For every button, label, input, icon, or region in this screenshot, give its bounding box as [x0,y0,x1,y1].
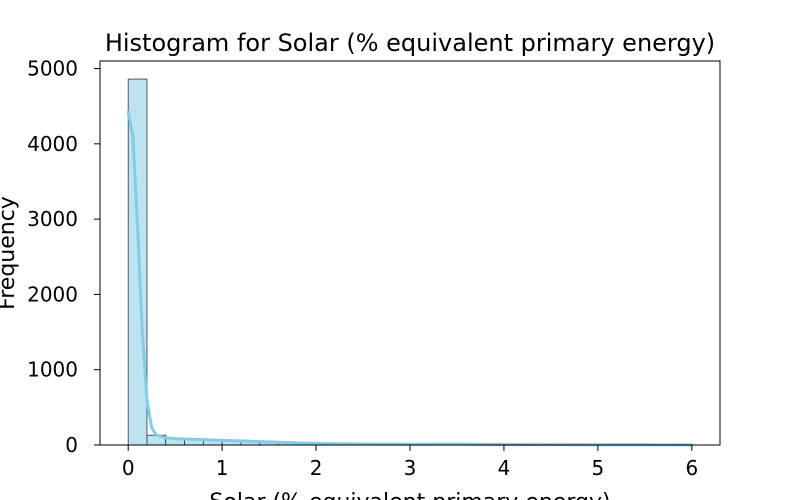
y-tick-label: 0 [65,433,78,457]
x-tick-label: 6 [685,456,698,480]
x-axis-label: Solar (% equivalent primary energy) [209,490,610,500]
y-tick-label: 1000 [27,358,78,382]
x-tick-label: 5 [592,456,605,480]
y-tick-label: 2000 [27,282,78,306]
y-tick-label: 5000 [27,57,78,81]
chart-title: Histogram for Solar (% equivalent primar… [105,29,715,57]
ticks-layer: 0 1 2 3 4 5 6 0 1000 2000 3000 4000 5000 [27,57,698,480]
x-tick-label: 0 [122,456,135,480]
kde-curve [126,110,694,447]
x-tick-label: 3 [404,456,417,480]
y-tick-label: 3000 [27,207,78,231]
kde-layer [126,110,694,447]
x-tick-label: 2 [310,456,323,480]
bars-layer [127,78,693,446]
x-tick-label: 1 [216,456,229,480]
y-tick-label: 4000 [27,132,78,156]
x-tick-label: 4 [498,456,511,480]
y-axis-label: Frequency [0,196,20,310]
plot-frame [99,60,721,446]
